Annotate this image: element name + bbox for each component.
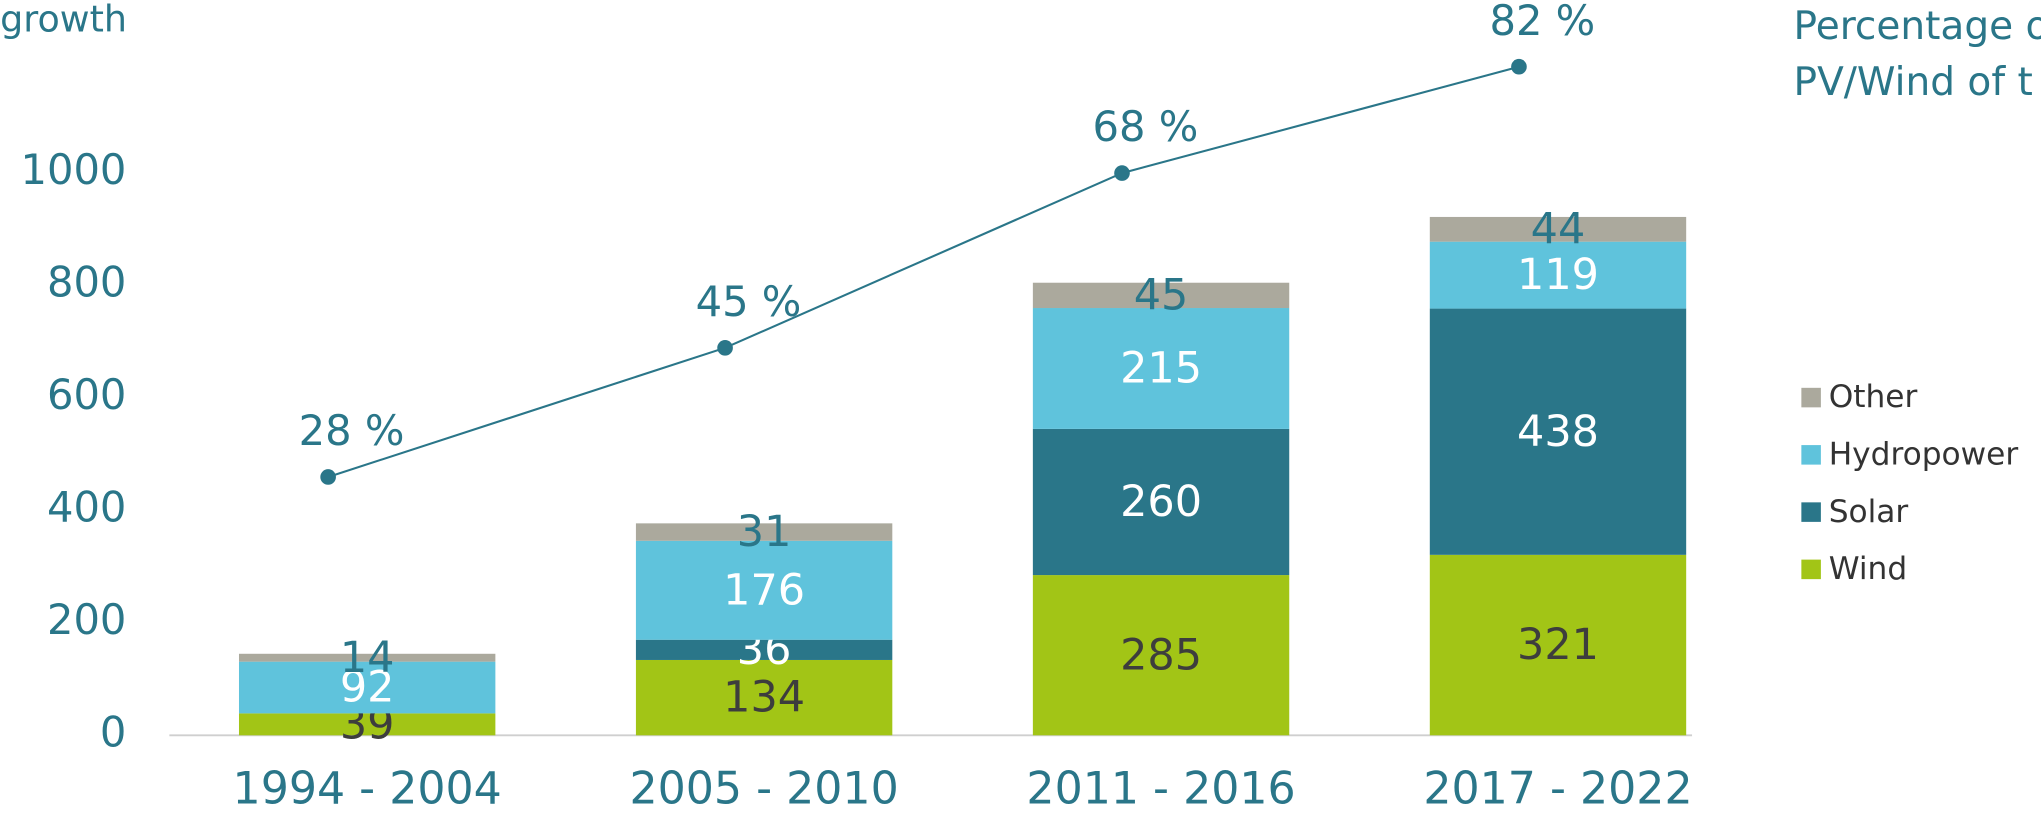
- bar-segment: [635, 659, 893, 736]
- y-tick-label: 200: [47, 595, 126, 644]
- bar-segment: [1032, 428, 1290, 576]
- line-point: [717, 340, 733, 356]
- y-tick-label: 1000: [20, 145, 126, 194]
- bar-segment: [1032, 308, 1290, 429]
- y-axis-label: growth: [0, 0, 127, 40]
- data-label: 134: [723, 673, 805, 723]
- data-label: 92: [340, 663, 395, 713]
- data-label: 260: [1120, 477, 1202, 527]
- y-tick-label: 0: [100, 707, 126, 756]
- data-label: 31: [737, 507, 792, 557]
- line-label: 82 %: [1490, 0, 1596, 45]
- x-tick-label: 2005 - 2010: [629, 763, 898, 814]
- line: [327, 65, 1520, 478]
- bar-segment: [1429, 216, 1687, 242]
- legend-swatch: [1801, 559, 1821, 580]
- bar-segment: [238, 653, 496, 662]
- legend-label: Other: [1829, 379, 1918, 415]
- bar-segment: [1429, 308, 1687, 555]
- y-tick-label: 600: [47, 370, 126, 419]
- bar-segment: [1429, 554, 1687, 736]
- legend-swatch: [1801, 387, 1821, 408]
- legend-label: Wind: [1829, 551, 1907, 587]
- y2-axis-label: Percentage o: [1794, 4, 2041, 49]
- bar-segment: [635, 523, 893, 541]
- line-point: [320, 469, 336, 485]
- line-label: 28 %: [299, 406, 405, 455]
- data-label: 285: [1120, 630, 1202, 680]
- bar-segment: [1032, 282, 1290, 309]
- data-label: 176: [723, 565, 805, 615]
- line-label: 68 %: [1093, 102, 1199, 151]
- bar-segment: [238, 661, 496, 714]
- x-tick-label: 1994 - 2004: [233, 763, 502, 814]
- legend-label: Hydropower: [1829, 437, 2019, 473]
- line-point: [1511, 58, 1527, 75]
- y-tick-label: 800: [47, 258, 126, 307]
- y-tick-label: 400: [47, 482, 126, 531]
- line-label: 45 %: [696, 277, 802, 326]
- y2-axis-label: PV/Wind of t: [1794, 60, 2033, 105]
- data-label: 45: [1134, 270, 1189, 320]
- legend-swatch: [1801, 502, 1821, 522]
- data-label: 119: [1517, 250, 1599, 300]
- legend-swatch: [1801, 445, 1821, 465]
- bar-segment: [238, 713, 496, 736]
- data-label: 321: [1517, 620, 1599, 670]
- bar-segment: [635, 540, 893, 640]
- x-tick-label: 2011 - 2016: [1026, 763, 1295, 814]
- line-point: [1114, 165, 1130, 181]
- legend-label: Solar: [1829, 494, 1909, 530]
- bar-segment: [1429, 241, 1687, 309]
- x-tick-label: 2017 - 2022: [1423, 763, 1692, 814]
- data-label: 215: [1120, 344, 1202, 394]
- bar-segment: [1032, 575, 1290, 736]
- bar-segment: [635, 639, 893, 660]
- data-label: 44: [1531, 204, 1586, 254]
- data-label: 14: [340, 633, 395, 683]
- data-label: 438: [1517, 407, 1599, 457]
